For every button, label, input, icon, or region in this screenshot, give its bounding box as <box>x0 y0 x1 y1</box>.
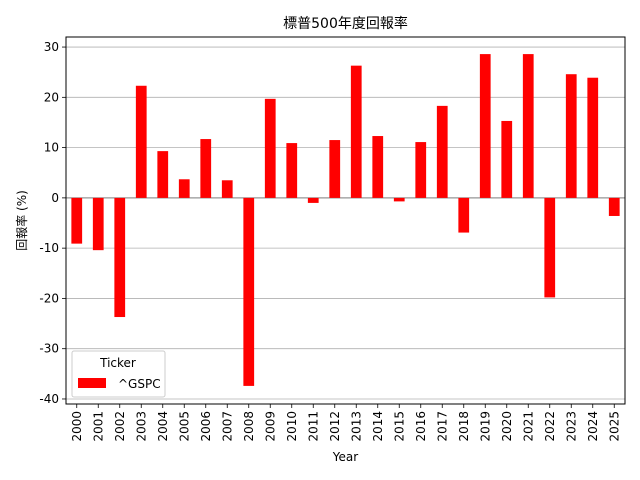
x-tick-label: 2002 <box>113 411 127 442</box>
x-tick-label: 2007 <box>220 411 234 442</box>
x-tick-label: 2021 <box>521 411 535 442</box>
bar-2006 <box>200 139 212 198</box>
y-tick-label: 30 <box>44 40 59 54</box>
bar-2023 <box>565 74 577 198</box>
x-tick-label: 2012 <box>328 411 342 442</box>
bars <box>71 54 620 386</box>
x-tick-label: 2006 <box>199 411 213 442</box>
bar-2005 <box>178 179 190 198</box>
y-tick-label: 10 <box>44 141 59 155</box>
x-axis: 2000 2001 2002 2003 2004 2005 2006 2007 2008 2009… <box>70 404 621 442</box>
bar-2000 <box>71 197 83 244</box>
x-tick-label: 2019 <box>478 411 492 442</box>
x-tick-label: 2015 <box>392 411 406 442</box>
bar-2018 <box>458 197 470 233</box>
legend-swatch <box>78 378 106 388</box>
x-tick-label: 2004 <box>156 411 170 442</box>
y-axis: -40 -30 -20 -10 0 10 20 30 <box>39 40 66 406</box>
x-tick-label: 2024 <box>586 411 600 442</box>
bar-2008 <box>243 197 255 386</box>
bar-2010 <box>286 143 298 198</box>
x-tick-label: 2000 <box>70 411 84 442</box>
y-tick-label: -40 <box>39 392 59 406</box>
bar-2002 <box>114 197 126 318</box>
x-tick-label: 2005 <box>177 411 191 442</box>
bar-2016 <box>415 142 427 198</box>
x-tick-label: 2018 <box>457 411 471 442</box>
x-tick-label: 2003 <box>134 411 148 442</box>
bar-2003 <box>135 85 147 198</box>
x-tick-label: 2013 <box>349 411 363 442</box>
legend: Ticker ^GSPC <box>71 350 166 398</box>
x-tick-label: 2008 <box>242 411 256 442</box>
bar-2004 <box>157 151 169 198</box>
bar-2021 <box>522 54 534 198</box>
y-tick-label: -30 <box>39 342 59 356</box>
x-tick-label: 2011 <box>306 411 320 442</box>
bar-2025 <box>608 197 620 216</box>
grid-lines <box>66 46 625 400</box>
bar-2012 <box>329 140 341 198</box>
plot-frame <box>65 36 626 405</box>
chart-title: 標普500年度回報率 <box>283 15 408 32</box>
x-tick-label: 2025 <box>607 411 621 442</box>
x-axis-label: Year <box>332 450 358 464</box>
x-tick-label: 2022 <box>543 411 557 442</box>
x-tick-label: 2017 <box>435 411 449 442</box>
bar-2022 <box>544 197 556 298</box>
bar-2009 <box>264 98 276 198</box>
y-tick-label: -10 <box>39 241 59 255</box>
y-tick-label: 0 <box>51 191 59 205</box>
x-tick-label: 2001 <box>91 411 105 442</box>
bar-2020 <box>501 120 513 198</box>
legend-entry-label: ^GSPC <box>118 377 161 391</box>
bar-2019 <box>479 54 491 198</box>
bar-2001 <box>92 197 104 251</box>
y-tick-label: -20 <box>39 291 59 305</box>
y-axis-label: 回報率 (%) <box>14 190 29 251</box>
x-tick-label: 2014 <box>371 411 385 442</box>
y-tick-label: 20 <box>44 90 59 104</box>
bar-2013 <box>350 65 362 198</box>
x-tick-label: 2023 <box>564 411 578 442</box>
bar-2017 <box>436 105 448 198</box>
x-tick-label: 2020 <box>500 411 514 442</box>
x-tick-label: 2016 <box>414 411 428 442</box>
bar-2011 <box>307 197 319 203</box>
bar-2015 <box>393 197 405 202</box>
legend-title: Ticker <box>99 356 136 370</box>
bar-2007 <box>221 180 233 198</box>
bar-2024 <box>587 77 599 198</box>
x-tick-label: 2010 <box>285 411 299 442</box>
x-tick-label: 2009 <box>263 411 277 442</box>
bar-2014 <box>372 136 384 198</box>
